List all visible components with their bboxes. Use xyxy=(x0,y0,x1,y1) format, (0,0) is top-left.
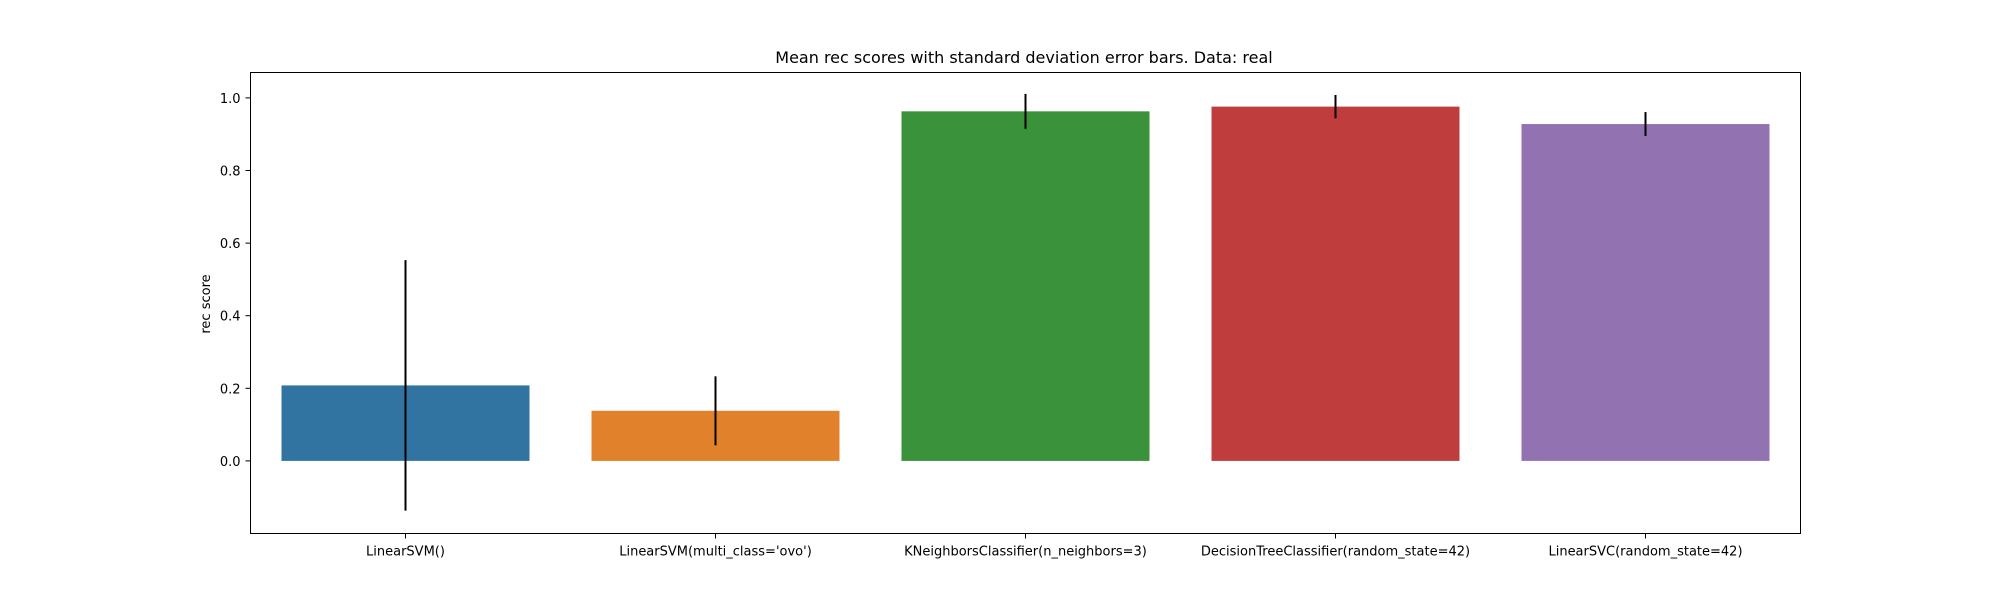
x-tick-label-2: KNeighborsClassifier(n_neighbors=3) xyxy=(904,545,1147,560)
error-bars-group xyxy=(404,93,1647,511)
y-tick-label-3: 0.6 xyxy=(220,237,241,252)
bar-4 xyxy=(1521,124,1770,461)
x-tick-label-0: LinearSVM() xyxy=(366,545,445,560)
x-tick-label-1: LinearSVM(multi_class='ovo') xyxy=(619,545,812,560)
y-tick-label-2: 0.4 xyxy=(220,310,241,325)
y-tick-label-4: 0.8 xyxy=(220,165,241,180)
chart-title: Mean rec scores with standard deviation … xyxy=(775,48,1272,67)
x-tick-label-3: DecisionTreeClassifier(random_state=42) xyxy=(1201,545,1470,560)
y-axis-ticks: 0.0 0.2 0.4 0.6 0.8 1.0 xyxy=(220,92,251,470)
bars-group xyxy=(281,106,1770,461)
y-tick-label-0: 0.0 xyxy=(220,455,241,470)
y-axis-label: rec score xyxy=(199,274,214,333)
x-axis-ticks: LinearSVM() LinearSVM(multi_class='ovo') K… xyxy=(366,533,1743,560)
bar-3 xyxy=(1211,106,1460,461)
bar-2 xyxy=(901,111,1150,461)
y-tick-label-1: 0.2 xyxy=(220,382,241,397)
plot-area-frame xyxy=(250,72,1801,534)
x-tick-label-4: LinearSVC(random_state=42) xyxy=(1548,545,1742,560)
y-tick-label-5: 1.0 xyxy=(220,92,241,107)
